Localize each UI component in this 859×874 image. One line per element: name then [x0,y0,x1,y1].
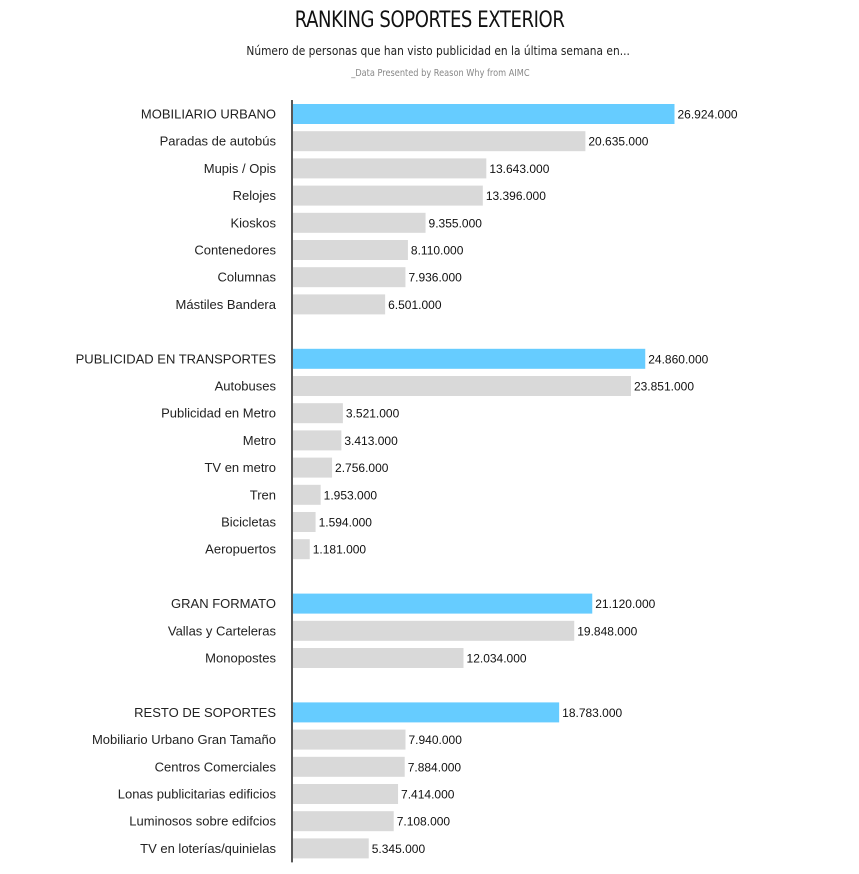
group-0-item-5-label: Columnas [217,270,276,285]
group-1-item-0-bar [293,376,631,396]
group-0-item-2-value-label: 13.396.000 [486,189,546,203]
group-1-item-3-label: TV en metro [204,460,276,475]
group-3-item-2-bar [293,784,399,804]
group-1-item-4-value-label: 1.953.000 [324,488,378,502]
group-3-item-3-label: Luminosos sobre edifcios [129,814,276,829]
group-0-total-label: MOBILIARIO URBANO [141,107,276,122]
group-0-item-1-value-label: 13.643.000 [489,162,549,176]
group-1-item-3-bar [293,457,333,478]
chart-title: RANKING SOPORTES EXTERIOR [294,8,565,33]
group-1-item-1-bar [293,403,343,424]
group-2-item-1-value-label: 12.034.000 [467,652,527,666]
group-3-item-4-label: TV en loterías/quinielas [140,841,276,856]
group-0-item-1-bar [293,158,487,179]
group-0-item-4-bar [293,240,408,260]
group-1-item-1-value-label: 3.521.000 [346,407,400,421]
group-3-total-bar [293,702,560,723]
group-2-total-label: GRAN FORMATO [171,596,276,611]
group-0-total-value-label: 26.924.000 [678,108,738,122]
group-3-item-3-value-label: 7.108.000 [397,815,451,829]
group-1-item-6-bar [293,539,310,560]
group-1-item-0-label: Autobuses [215,379,277,394]
group-1-item-6-value-label: 1.181.000 [313,543,367,557]
chart-source: _Data Presented by Reason Why from AIMC [351,68,530,79]
group-3-item-4-value-label: 5.345.000 [372,842,426,856]
group-1-item-4-label: Tren [250,487,276,502]
group-1-item-0-value-label: 23.851.000 [634,380,694,394]
group-1-item-2-label: Metro [243,433,276,448]
group-3-total-value-label: 18.783.000 [562,706,622,720]
group-3-item-1-bar [293,756,405,777]
group-1-item-1-label: Publicidad en Metro [161,406,276,421]
group-3-item-1-value-label: 7.884.000 [408,760,462,774]
group-1-item-2-bar [293,430,342,451]
group-1-item-5-bar [293,512,316,532]
group-2-item-0-value-label: 19.848.000 [577,624,637,638]
group-3-item-1-label: Centros Comerciales [155,759,277,774]
group-2-item-1-bar [293,648,464,668]
group-0-item-6-label: Mástiles Bandera [176,297,277,312]
group-1-total-bar [293,348,646,369]
group-0-item-3-label: Kioskos [230,215,276,230]
group-3-item-2-value-label: 7.414.000 [401,788,455,802]
group-3-item-2-label: Lonas publicitarias edificios [118,787,277,802]
group-2-total-bar [293,593,593,614]
group-2-total-value-label: 21.120.000 [595,597,655,611]
group-2-item-1-label: Monopostes [205,651,276,666]
chart-subtitle: Número de personas que han visto publici… [246,43,630,58]
group-3-item-0-bar [293,729,406,750]
group-0-item-6-bar [293,294,386,315]
group-0-item-3-value-label: 9.355.000 [429,216,483,230]
group-3-item-3-bar [293,811,394,832]
group-0-total-bar [293,104,675,124]
group-3-total-label: RESTO DE SOPORTES [134,705,276,720]
group-0-item-5-value-label: 7.936.000 [408,271,462,285]
group-2-item-0-bar [293,620,575,641]
group-3-item-0-value-label: 7.940.000 [409,733,463,747]
group-1-item-5-value-label: 1.594.000 [319,516,373,530]
group-3-item-0-label: Mobiliario Urbano Gran Tamaño [92,732,276,747]
group-1-item-2-value-label: 3.413.000 [344,434,398,448]
group-0-item-0-bar [293,131,586,152]
group-0-item-1-label: Mupis / Opis [204,161,277,176]
group-1-item-6-label: Aeropuertos [205,542,276,557]
group-0-item-4-value-label: 8.110.000 [411,244,464,258]
group-0-item-6-value-label: 6.501.000 [388,298,442,312]
group-0-item-4-label: Contenedores [194,243,276,258]
group-2-item-0-label: Vallas y Carteleras [168,623,277,638]
group-3-item-4-bar [293,838,369,859]
group-1-total-value-label: 24.860.000 [648,352,708,366]
group-1-total-label: PUBLICIDAD EN TRANSPORTES [76,351,277,366]
group-1-item-5-label: Bicicletas [221,515,276,530]
group-0-item-5-bar [293,267,406,288]
group-1-item-4-bar [293,484,321,505]
group-1-item-3-value-label: 2.756.000 [335,461,389,475]
group-0-item-2-label: Relojes [233,188,277,203]
group-0-item-0-value-label: 20.635.000 [588,135,648,149]
group-0-item-2-bar [293,185,483,206]
group-0-item-0-label: Paradas de autobús [160,134,277,149]
group-0-item-3-bar [293,212,426,233]
